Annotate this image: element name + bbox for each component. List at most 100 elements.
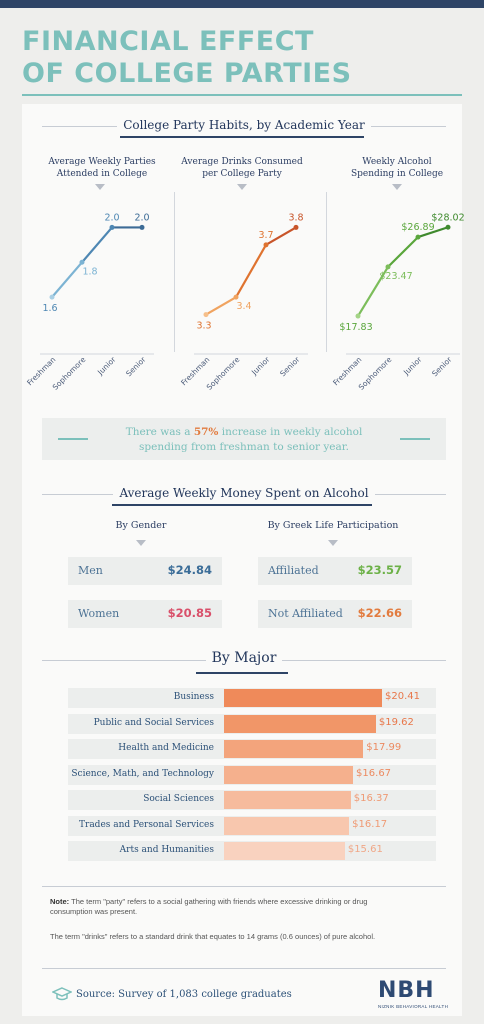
chart3-data-label: $23.47 xyxy=(379,271,412,282)
major-label: Public and Social Services xyxy=(93,717,214,728)
chart1-data-label: 2.0 xyxy=(104,212,119,223)
chart2-point xyxy=(293,224,299,230)
chart3-pointer xyxy=(392,184,402,190)
chart1-data-label: 2.0 xyxy=(134,212,149,223)
stat-affiliated: Affiliated $23.57 xyxy=(258,557,412,585)
major-value: $17.99 xyxy=(366,742,402,753)
stat-not-affiliated: Not Affiliated $22.66 xyxy=(258,600,412,628)
note-1: Note: The term "party" refers to a socia… xyxy=(50,897,390,917)
chart2-data-label: 3.3 xyxy=(196,321,211,332)
chart1-point xyxy=(139,224,145,230)
note-label: Note: xyxy=(50,897,70,906)
section1-underline xyxy=(120,136,364,138)
title-line-2: OF COLLEGE PARTIES xyxy=(22,58,352,89)
greek-pointer xyxy=(328,540,338,546)
chart2-point xyxy=(263,242,269,248)
gender-pointer xyxy=(136,540,146,546)
graduation-cap-icon xyxy=(52,987,72,1001)
chart3-point xyxy=(355,313,361,319)
major-value: $15.61 xyxy=(347,844,383,855)
stat-women: Women $20.85 xyxy=(68,600,222,628)
major-bar xyxy=(224,740,364,758)
source-text: Source: Survey of 1,083 college graduate… xyxy=(76,989,292,1000)
chart1-tick-label: Senior xyxy=(124,354,148,378)
callout-box: There was a 57% increase in weekly alcoh… xyxy=(42,418,446,460)
major-label: Social Sciences xyxy=(143,794,214,804)
chart-divider-1 xyxy=(174,192,175,352)
major-value: $19.62 xyxy=(378,716,414,728)
major-row: Health and Medicine $17.99 xyxy=(68,739,436,759)
major-row: Business $20.41 xyxy=(68,688,436,708)
chart3-data-label: $28.02 xyxy=(431,212,464,223)
logo-mark: NBH xyxy=(378,978,435,1003)
chart2-point xyxy=(203,312,209,318)
chart1-data-label: 1.6 xyxy=(42,303,57,314)
major-row: Science, Math, and Technology $16.67 xyxy=(68,764,436,785)
stat-label: Not Affiliated xyxy=(268,607,343,620)
note-rule xyxy=(42,886,446,887)
chart2-segment xyxy=(265,226,297,246)
callout-highlight: 57% xyxy=(193,426,219,438)
major-value: $16.17 xyxy=(352,818,388,830)
note-2: The term "drinks" refers to a standard d… xyxy=(50,932,376,941)
chart1-data-label: 1.8 xyxy=(82,266,97,277)
major-value: $16.67 xyxy=(356,767,392,779)
callout-dash-left xyxy=(58,438,88,440)
chart2-segment xyxy=(205,296,237,316)
major-value: $16.37 xyxy=(353,793,389,804)
section2-title-text: Average Weekly Money Spent on Alcohol xyxy=(113,486,375,500)
stat-value: $24.84 xyxy=(167,563,212,577)
gender-title: By Gender xyxy=(115,520,167,531)
major-label: Health and Medicine xyxy=(118,743,214,753)
chart3-segment xyxy=(417,226,449,239)
greek-title: By Greek Life Participation xyxy=(267,520,399,531)
chart2-tick-label: Senior xyxy=(278,354,302,378)
section3-underline xyxy=(196,672,288,674)
top-bar xyxy=(0,0,484,8)
logo-subtitle: NIZNIK BEHAVIORAL HEALTH xyxy=(378,1004,449,1009)
chart3-point xyxy=(445,224,451,230)
chart3-point xyxy=(385,264,391,270)
chart-alcohol-spending: $17.83$23.47$26.89$28.02FreshmanSophomor… xyxy=(331,212,464,391)
page-title: FINANCIAL EFFECT OF COLLEGE PARTIES xyxy=(22,26,352,90)
chart1-segment xyxy=(51,261,83,298)
chart2-data-label: 3.7 xyxy=(258,230,273,241)
major-label: Trades and Personal Services xyxy=(79,819,214,830)
stat-men: Men $24.84 xyxy=(68,557,222,585)
chart3-tick-label: Junior xyxy=(401,354,424,377)
chart2-title: Average Drinks Consumed per College Part… xyxy=(181,157,303,179)
section3-title: By Major xyxy=(42,650,446,666)
callout-text: There was a 57% increase in weekly alcoh… xyxy=(100,425,388,455)
chart3-segment xyxy=(357,266,389,317)
note-text: The term "party" refers to a social gath… xyxy=(50,897,368,916)
chart3-segment xyxy=(387,236,419,268)
major-bar xyxy=(224,842,345,860)
chart3-title: Weekly Alcohol Spending in College xyxy=(350,157,444,179)
chart2-tick-label: Junior xyxy=(249,354,272,377)
major-label: Science, Math, and Technology xyxy=(71,768,214,779)
major-bar xyxy=(224,791,351,809)
source-rule xyxy=(42,968,446,969)
chart3-tick-label: Senior xyxy=(430,354,454,378)
chart1-point xyxy=(79,259,85,265)
chart1-point xyxy=(49,294,55,300)
title-line-1: FINANCIAL EFFECT xyxy=(22,26,314,57)
chart1-pointer xyxy=(95,184,105,190)
major-bar xyxy=(224,714,376,733)
callout-post: increase in weekly alcohol spending from… xyxy=(139,426,363,453)
chart2-data-label: 3.4 xyxy=(236,301,251,312)
stat-label: Affiliated xyxy=(268,564,319,577)
nbh-logo: NBH NIZNIK BEHAVIORAL HEALTH xyxy=(378,978,449,1010)
section1-title: College Party Habits, by Academic Year xyxy=(42,118,446,132)
callout-pre: There was a xyxy=(125,426,194,438)
chart-divider-2 xyxy=(326,192,327,352)
section2-underline xyxy=(112,504,372,506)
chart3-data-label: $17.83 xyxy=(339,322,372,333)
chart1-title: Average Weekly Parties Attended in Colle… xyxy=(48,157,156,179)
major-value: $20.41 xyxy=(385,691,420,702)
major-bar xyxy=(224,689,382,707)
chart2-segment xyxy=(235,244,267,298)
major-bar xyxy=(224,765,354,784)
chart1-point xyxy=(109,224,115,230)
